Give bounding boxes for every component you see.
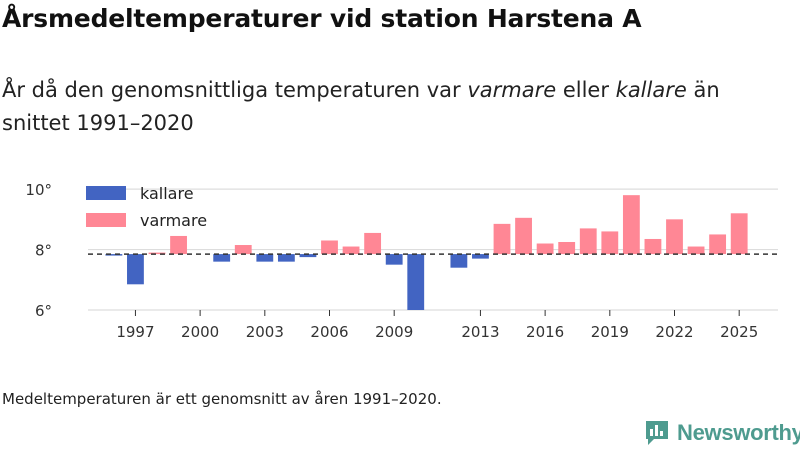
bar-cold (105, 254, 123, 256)
bar-cold (385, 254, 403, 265)
bar-warm (730, 213, 748, 255)
bar-warm (148, 252, 166, 255)
footnote: Medeltemperaturen är ett genomsnitt av å… (2, 390, 442, 408)
bar-warm (515, 217, 532, 255)
subtitle-cold-word: kallare (615, 78, 687, 102)
bar-warm (536, 243, 554, 255)
x-tick-label: 2006 (310, 323, 348, 341)
chart-subtitle: År då den genomsnittliga temperaturen va… (2, 74, 782, 140)
bar-warm (364, 232, 382, 255)
bar-warm (558, 242, 576, 255)
bar-warm (493, 223, 511, 255)
bar-cold (450, 254, 468, 268)
bar-warm (687, 246, 705, 255)
bar-cold (213, 254, 231, 262)
x-tick-label: 2022 (655, 323, 693, 341)
bar-warm (601, 231, 619, 255)
bar-cold (127, 254, 144, 285)
x-tick-label: 2016 (526, 323, 564, 341)
x-tick-label: 1997 (116, 323, 154, 341)
bar-chart: 6° 8° 10° 1997 2000 2003 2006 2009 2013 2016 2019 2… (25, 181, 778, 341)
subtitle-part-3: än snittet 1991–2020 (2, 78, 720, 135)
bar-cold (256, 254, 274, 262)
x-tick-label: 2019 (591, 323, 629, 341)
bar-warm (622, 195, 640, 255)
x-tick-label: 2003 (246, 323, 284, 341)
legend-label-cold: kallare (140, 184, 194, 203)
y-tick-label: 6° (35, 302, 52, 320)
subtitle-warm-word: varmare (467, 78, 557, 102)
bar-warm (579, 228, 597, 255)
bar-warm (170, 235, 187, 255)
x-tick-label: 2025 (720, 323, 758, 341)
legend-swatch-warm (86, 213, 126, 227)
bar-warm (321, 240, 338, 255)
bar-warm (234, 245, 252, 255)
newsworthy-logo-icon (646, 421, 668, 445)
bar-cold (472, 254, 489, 259)
x-tick-label: 2009 (375, 323, 413, 341)
subtitle-part-1: År då den genomsnittliga temperaturen va… (2, 78, 468, 102)
bar-warm (666, 219, 683, 255)
bar-warm (709, 234, 727, 255)
bar-cold (407, 254, 425, 310)
bar-cold (277, 254, 295, 262)
bar-warm (342, 246, 360, 255)
bar-cold (299, 254, 317, 258)
y-tick-label: 10° (25, 181, 52, 199)
bar-warm (644, 238, 662, 255)
legend-label-warm: varmare (140, 211, 207, 230)
brand-name: Newsworthy (677, 420, 800, 445)
x-tick-label: 2000 (181, 323, 219, 341)
y-tick-label: 8° (35, 242, 52, 260)
legend-swatch-cold (86, 186, 126, 200)
x-tick-label: 2013 (461, 323, 499, 341)
brand-logo: Newsworthy (644, 419, 800, 447)
subtitle-part-2: eller (556, 78, 616, 102)
chart-title: Årsmedeltemperaturer vid station Harsten… (2, 4, 642, 33)
